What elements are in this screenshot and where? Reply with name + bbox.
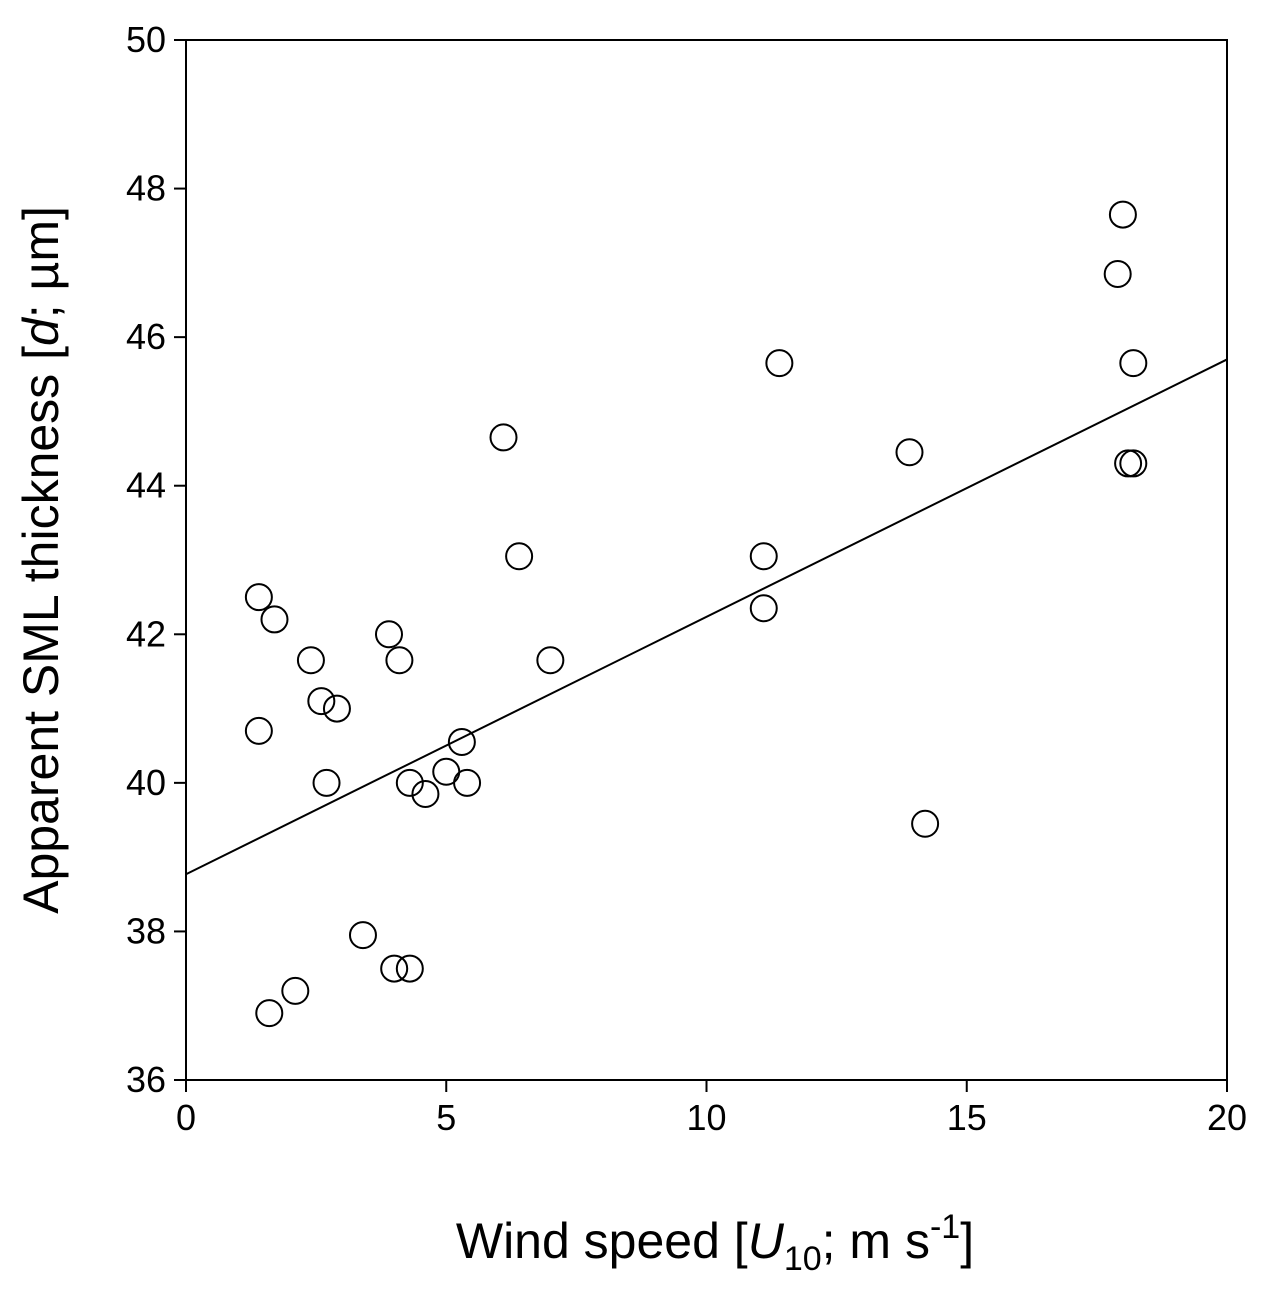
x-tick-label: 5 — [436, 1097, 456, 1138]
data-point — [380, 954, 409, 983]
y-tick-label: 42 — [126, 613, 166, 654]
data-point — [244, 583, 273, 612]
y-axis-ticks: 36 38 40 42 44 46 48 50 — [126, 19, 186, 1100]
data-point — [1114, 449, 1143, 478]
data-point — [453, 768, 482, 797]
x-title-sup: -1 — [930, 1208, 960, 1246]
data-point — [411, 780, 440, 808]
data-point — [749, 542, 778, 571]
data-point — [505, 542, 534, 571]
x-axis-title: Wind speed [U10; m s-1] — [456, 1208, 974, 1278]
x-title-pre: Wind speed [ — [456, 1213, 748, 1269]
x-tick-label: 20 — [1207, 1097, 1247, 1138]
data-point — [296, 646, 325, 675]
x-axis-ticks: 0 5 10 15 20 — [176, 1080, 1247, 1138]
data-point — [911, 809, 940, 838]
y-tick-label: 46 — [126, 316, 166, 357]
y-tick-label: 36 — [126, 1059, 166, 1100]
data-point — [1119, 349, 1148, 378]
data-point — [1108, 200, 1137, 229]
x-title-post: ] — [960, 1213, 974, 1269]
data-point — [1119, 449, 1148, 478]
y-tick-label: 38 — [126, 910, 166, 951]
data-point — [244, 716, 273, 745]
x-title-var: U — [748, 1213, 785, 1269]
data-point — [395, 954, 424, 983]
x-title-sub: 10 — [784, 1240, 822, 1278]
data-point — [260, 605, 289, 634]
data-point — [447, 728, 476, 756]
x-tick-label: 0 — [176, 1097, 196, 1138]
data-point — [1103, 260, 1132, 288]
y-title-pre: Apparent SML thickness [ — [13, 346, 69, 914]
data-point — [489, 423, 518, 452]
y-axis-title: Apparent SML thickness [d; µm] — [13, 206, 69, 914]
data-point — [255, 999, 284, 1028]
data-point — [322, 694, 351, 723]
plot-border — [185, 39, 1228, 1081]
x-tick-label: 15 — [947, 1097, 987, 1138]
data-point — [395, 768, 424, 797]
y-tick-label: 48 — [126, 168, 166, 209]
y-tick-label: 44 — [126, 465, 166, 506]
data-point — [385, 646, 414, 675]
data-point — [348, 921, 377, 950]
data-point — [765, 349, 794, 378]
data-point — [536, 646, 565, 675]
data-points — [244, 200, 1148, 1028]
data-point — [307, 687, 336, 716]
x-tick-label: 10 — [686, 1097, 726, 1138]
plot-frame — [185, 39, 1228, 1081]
data-point — [895, 438, 924, 467]
data-point — [312, 768, 341, 797]
data-point — [374, 620, 403, 649]
data-point — [749, 594, 778, 623]
regression-line — [185, 358, 1228, 876]
y-title-post: ; µm] — [13, 206, 69, 318]
data-point — [281, 976, 310, 1005]
x-title-mid: ; m s — [822, 1213, 930, 1269]
y-tick-label: 40 — [126, 762, 166, 803]
y-title-var: d — [13, 316, 69, 346]
y-tick-label: 50 — [126, 19, 166, 60]
regression-layer — [185, 358, 1228, 876]
